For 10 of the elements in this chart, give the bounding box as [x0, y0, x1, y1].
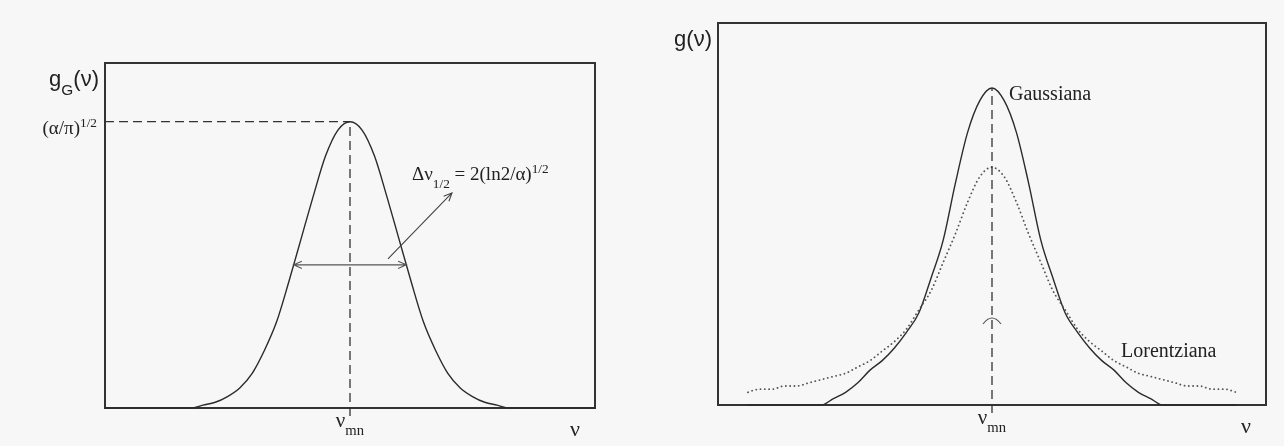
annotation: ν$_{mn}$	[977, 405, 1007, 435]
x-axis-title: ν	[570, 416, 581, 441]
ref-line-label: (α/π)$^{1/2}$	[42, 114, 97, 139]
series-label: Gaussiana	[1009, 81, 1092, 104]
series-label: Lorentziana	[1121, 338, 1217, 361]
y-axis-title: g(ν)	[674, 26, 712, 51]
x-axis-title: ν	[1241, 413, 1252, 438]
annotation: Δν$_{1/2}$ = 2(ln2/α)$^{1/2}$	[412, 160, 549, 191]
annotation: ν$_{mn}$	[335, 408, 365, 438]
y-axis-title: g$_{G}$(ν)	[49, 66, 99, 98]
